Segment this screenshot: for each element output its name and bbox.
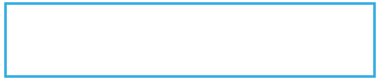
Text: $f_T = \dfrac{g_m}{2\pi C_G} = \dfrac{\frac{W\mu_n C_{ox}}{L}(V_{GS} - V_T)}{2\p: $f_T = \dfrac{g_m}{2\pi C_G} = \dfrac{\f… — [47, 21, 332, 60]
